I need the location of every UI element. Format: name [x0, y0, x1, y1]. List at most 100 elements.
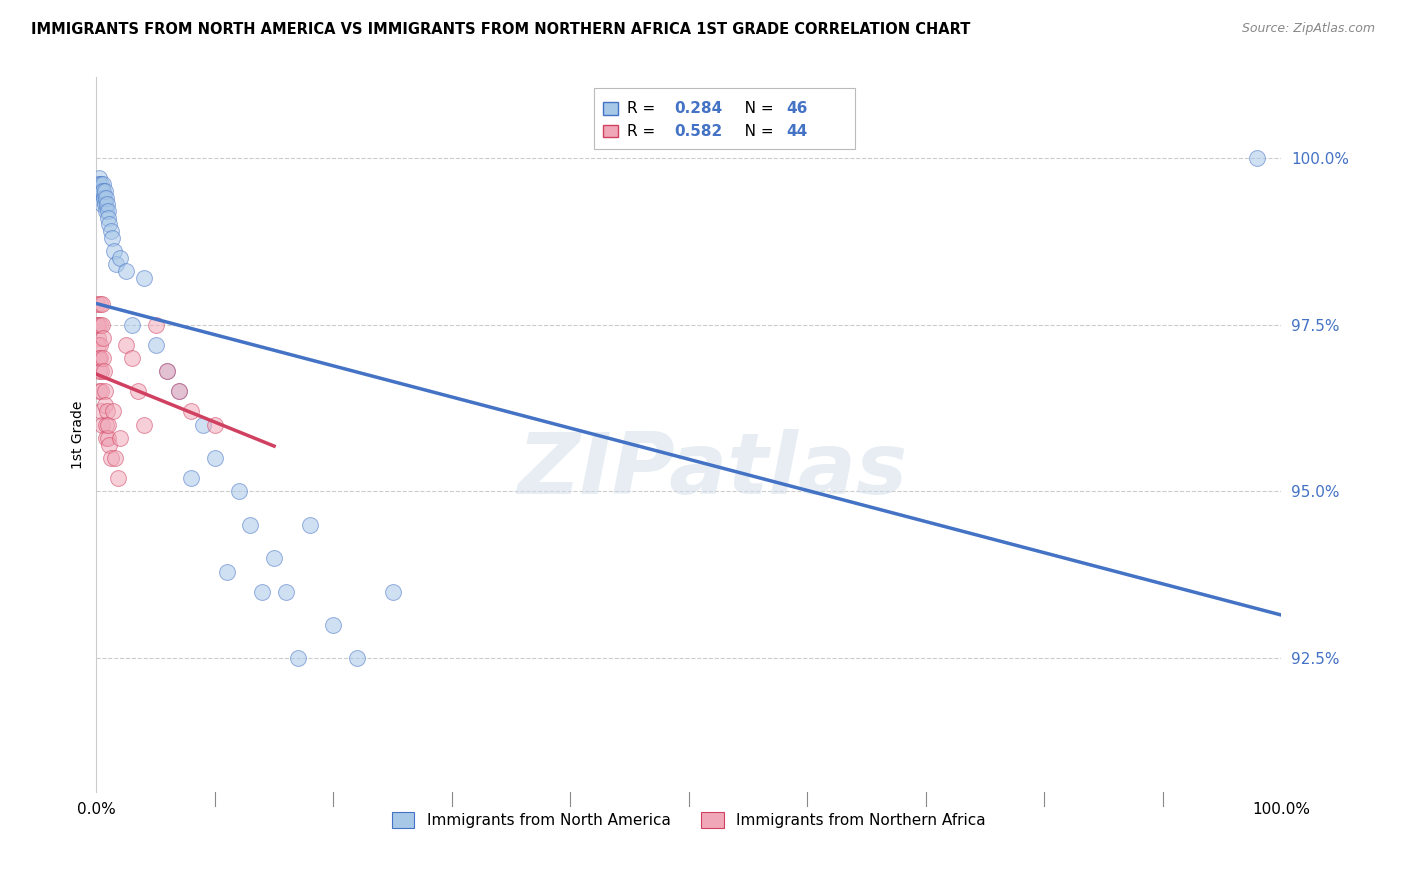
Point: [156, 364, 179, 378]
Point: [180, 471, 202, 485]
Text: Source: ZipAtlas.com: Source: ZipAtlas.com: [1241, 22, 1375, 36]
Point: [132, 270, 155, 285]
Point: [98, 218, 121, 232]
Point: [90, 417, 112, 432]
Point: [94, 417, 117, 432]
Point: [96, 191, 118, 205]
Point: [89, 337, 111, 351]
Point: [91, 178, 114, 192]
Point: [93, 184, 115, 198]
Point: [108, 251, 131, 265]
Point: [87, 337, 110, 351]
Point: [90, 404, 112, 418]
Point: [91, 297, 114, 311]
Point: [90, 364, 112, 378]
Point: [89, 318, 111, 332]
Point: [298, 517, 321, 532]
Text: N =: N =: [730, 123, 779, 138]
Point: [108, 431, 131, 445]
Point: [89, 191, 111, 205]
FancyBboxPatch shape: [593, 88, 855, 149]
Point: [86, 178, 108, 192]
Point: [100, 224, 122, 238]
Point: [204, 451, 226, 466]
Point: [145, 337, 167, 351]
Point: [89, 178, 111, 192]
Point: [87, 351, 110, 365]
Point: [90, 184, 112, 198]
Point: [87, 351, 110, 365]
Point: [89, 351, 111, 365]
Point: [87, 318, 110, 332]
Point: [98, 438, 121, 452]
Point: [121, 318, 143, 332]
Point: [96, 431, 118, 445]
Point: [97, 211, 120, 225]
Point: [94, 204, 117, 219]
Point: [169, 384, 191, 399]
Text: 0.582: 0.582: [675, 123, 723, 138]
FancyBboxPatch shape: [603, 102, 619, 114]
Point: [90, 384, 112, 399]
Text: R =: R =: [627, 123, 661, 138]
Point: [250, 584, 273, 599]
Y-axis label: 1st Grade: 1st Grade: [72, 401, 86, 469]
Point: [169, 384, 191, 399]
Point: [228, 484, 250, 499]
Text: 44: 44: [786, 123, 807, 138]
Point: [89, 297, 111, 311]
Point: [96, 404, 118, 418]
Point: [145, 318, 167, 332]
Point: [104, 451, 127, 466]
Point: [96, 197, 118, 211]
Point: [86, 318, 108, 332]
Point: [107, 471, 129, 485]
Point: [263, 551, 285, 566]
Point: [322, 618, 344, 632]
Point: [97, 417, 120, 432]
Point: [191, 417, 214, 432]
Point: [97, 204, 120, 219]
Text: N =: N =: [730, 101, 779, 116]
Point: [100, 451, 122, 466]
Text: 46: 46: [786, 101, 807, 116]
Point: [94, 184, 117, 198]
Point: [91, 197, 114, 211]
Point: [90, 178, 112, 192]
Point: [115, 337, 138, 351]
Point: [1246, 151, 1268, 165]
Point: [274, 584, 297, 599]
Point: [346, 651, 368, 665]
Point: [93, 384, 115, 399]
Point: [381, 584, 404, 599]
FancyBboxPatch shape: [603, 125, 619, 137]
Text: IMMIGRANTS FROM NORTH AMERICA VS IMMIGRANTS FROM NORTHERN AFRICA 1ST GRADE CORRE: IMMIGRANTS FROM NORTH AMERICA VS IMMIGRA…: [31, 22, 970, 37]
Point: [100, 230, 122, 244]
Point: [204, 417, 226, 432]
Text: 0.284: 0.284: [675, 101, 723, 116]
Point: [89, 184, 111, 198]
Point: [132, 417, 155, 432]
Point: [89, 384, 111, 399]
Point: [105, 257, 128, 271]
Point: [91, 318, 114, 332]
Point: [86, 331, 108, 345]
Point: [103, 244, 125, 258]
Point: [87, 184, 110, 198]
Point: [97, 431, 120, 445]
Point: [156, 364, 179, 378]
Point: [287, 651, 309, 665]
Point: [91, 331, 114, 345]
Point: [93, 364, 115, 378]
Point: [101, 404, 124, 418]
Point: [115, 264, 138, 278]
Legend: Immigrants from North America, Immigrants from Northern Africa: Immigrants from North America, Immigrant…: [385, 806, 993, 834]
Point: [93, 351, 115, 365]
Point: [87, 364, 110, 378]
Point: [121, 351, 143, 365]
Point: [127, 384, 149, 399]
Text: ZIPatlas: ZIPatlas: [517, 429, 907, 512]
Point: [87, 170, 110, 185]
Point: [239, 517, 262, 532]
Point: [86, 297, 108, 311]
